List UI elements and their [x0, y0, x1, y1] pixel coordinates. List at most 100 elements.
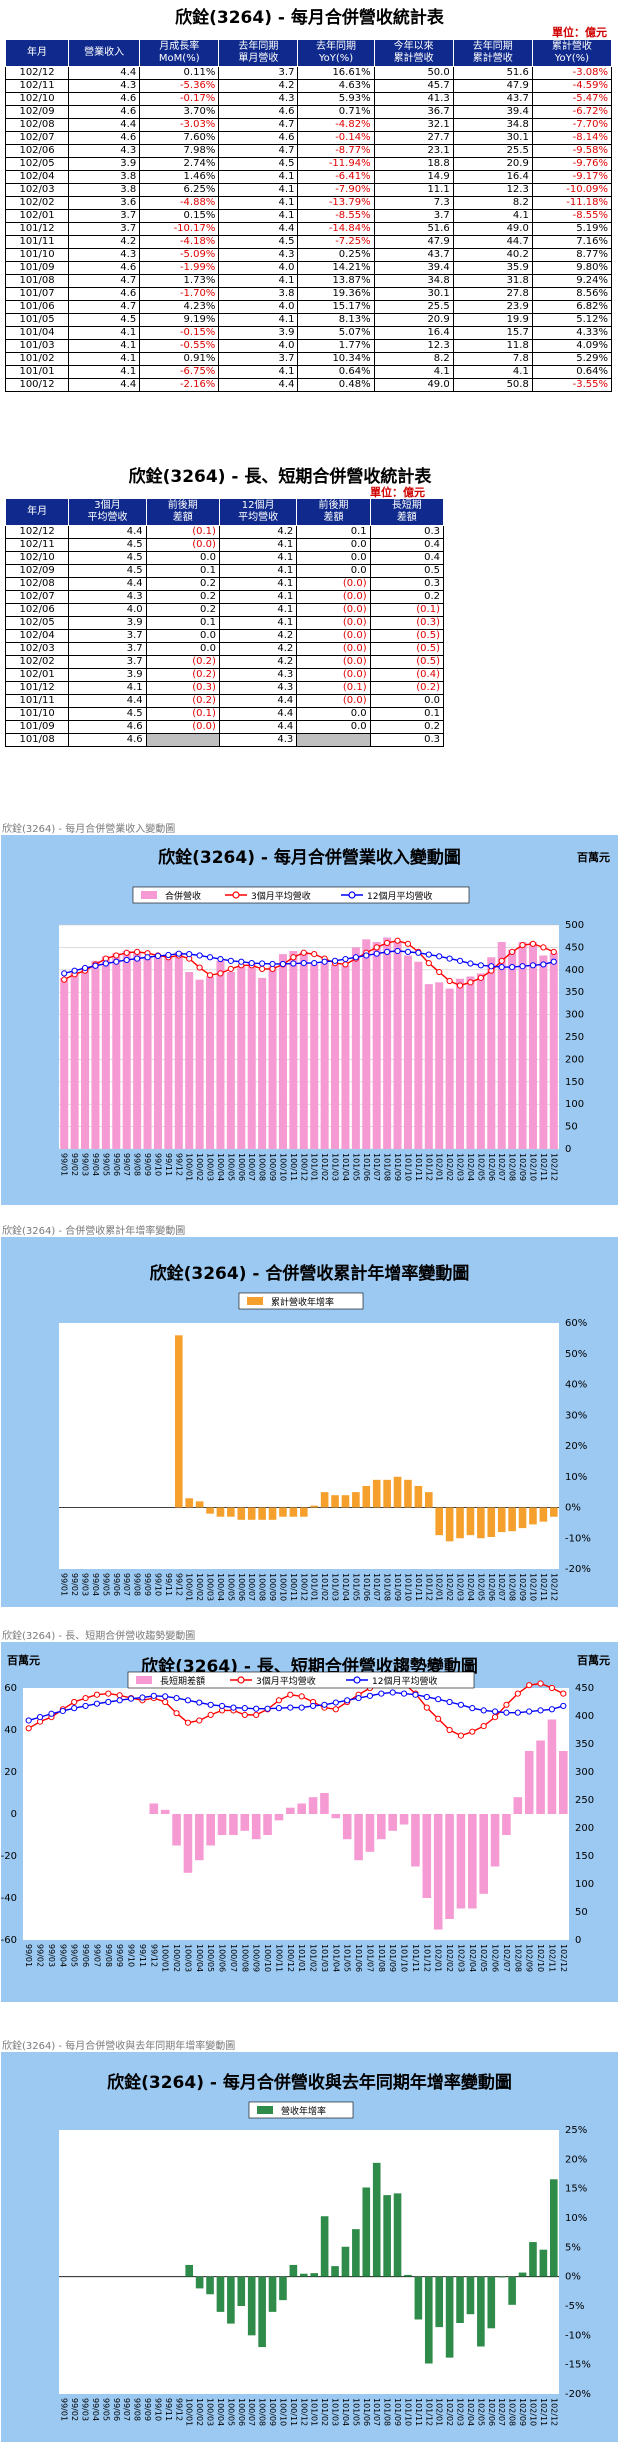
table-cell: 3.7	[218, 352, 299, 366]
x-tick-label: 101/06	[362, 2398, 371, 2426]
x-tick-label: 102/01	[435, 1573, 444, 1601]
revenue-bar	[403, 955, 412, 1149]
avg3m-point	[134, 948, 141, 955]
table-cell: 0.2	[369, 590, 445, 604]
avg12m-point	[154, 952, 162, 960]
x-tick-label: 100/11	[289, 2398, 298, 2426]
table-cell: -9.76%	[531, 157, 613, 171]
table-row: 102/11 4.3 -5.36% 4.2 4.63% 45.7 47.9 -4.59%	[4, 79, 613, 93]
x-tick-label: 101/08	[383, 1153, 392, 1181]
x-tick-label: 102/12	[549, 1153, 558, 1181]
y-tick-label: 40	[4, 1725, 17, 1736]
avg3m-point	[332, 1706, 339, 1713]
table-cell: 4.4	[68, 694, 147, 708]
table-cell	[145, 733, 220, 747]
table-cell: 13.87%	[297, 274, 375, 288]
cumulative-yoy-bar	[268, 1507, 277, 1520]
table-cell: 49.0	[452, 222, 533, 236]
cumulative-yoy-bar	[362, 1485, 371, 1508]
table-cell: 4.3	[218, 248, 299, 262]
table-cell: 20.9	[373, 313, 454, 327]
table-cell-month: 102/06	[4, 603, 70, 617]
y-tick-label: 150	[565, 1077, 584, 1088]
avg3m-point	[93, 1691, 101, 1698]
table-cell: (0.2)	[145, 694, 220, 708]
table-cell: (0.1)	[145, 707, 220, 721]
x-tick-label: 101/09	[393, 1573, 402, 1601]
gap-bar	[377, 1814, 386, 1840]
gap-bar	[229, 1814, 238, 1835]
x-tick-label: 100/10	[263, 1944, 272, 1972]
cumulative-yoy-bar	[185, 1498, 194, 1508]
avg12m-point	[279, 960, 287, 968]
x-tick-label: 100/09	[268, 2398, 277, 2426]
table-cell: -5.09%	[139, 248, 220, 262]
yoy-bar	[331, 2266, 339, 2277]
x-tick-label: 102/06	[487, 1153, 496, 1181]
table-cell: 4.1	[218, 183, 299, 197]
table-cell: 4.1	[218, 313, 299, 327]
table-cell: 8.2	[373, 352, 454, 366]
x-tick-label: 100/03	[206, 1153, 215, 1181]
table-cell: 8.2	[452, 196, 533, 210]
x-tick-label: 101/01	[310, 1153, 319, 1181]
x-tick-label: 99/01	[60, 1573, 69, 1596]
revenue-bar	[487, 957, 496, 1149]
y-tick-label: 50%	[565, 1349, 587, 1360]
avg12m-point	[150, 1692, 157, 1699]
table-cell-month: 101/06	[4, 300, 70, 314]
yoy-bar	[404, 2274, 412, 2277]
x-tick-label: 99/10	[153, 1573, 162, 1596]
avg3m-point	[373, 944, 380, 951]
x-tick-label: 100/11	[274, 1944, 283, 1972]
avg12m-point	[378, 1690, 385, 1697]
cumulative-yoy-bar	[518, 1507, 527, 1529]
y-tick-label: 250	[575, 1795, 594, 1806]
table-cell: 4.3	[218, 733, 298, 747]
avg12m-point	[241, 1705, 248, 1712]
revenue-bar	[216, 960, 225, 1149]
cumulative-yoy-bar	[404, 1479, 412, 1508]
table-cell-month: 102/04	[4, 170, 70, 184]
cumulative-yoy-bar	[206, 1507, 214, 1514]
x-tick-label: 102/05	[479, 1944, 488, 1972]
legend-marker	[237, 1676, 245, 1684]
x-tick-label: 100/01	[185, 2398, 194, 2426]
x-tick-label: 101/07	[365, 1944, 374, 1972]
x-tick-label: 101/07	[372, 1573, 381, 1601]
table-row: 102/08 4.4 -3.03% 4.7 -4.82% 32.1 34.8 -7.70%	[4, 118, 613, 132]
table-cell: 5.93%	[297, 92, 375, 106]
x-tick-label: 102/03	[456, 1944, 465, 1972]
table-cell: 12.3	[452, 183, 533, 197]
avg12m-point	[469, 1705, 476, 1712]
y-tick-label: 500	[565, 920, 584, 931]
table-cell: 4.1	[218, 603, 298, 617]
table-cell: 3.8	[68, 170, 141, 184]
revenue-bar	[81, 967, 90, 1149]
x-tick-label: 101/05	[351, 1573, 360, 1601]
x-tick-label: 99/11	[164, 1573, 173, 1596]
table-cell-month: 102/09	[4, 564, 70, 578]
cumulative-yoy-bar	[227, 1507, 235, 1517]
table-cell: 39.4	[452, 105, 533, 119]
table-cell: 4.3	[68, 248, 141, 262]
table-cell: 4.2	[68, 235, 141, 249]
cumulative-yoy-bar	[372, 1479, 381, 1508]
avg3m-point	[275, 1697, 283, 1704]
y-tick-label: 60%	[565, 1318, 587, 1329]
table2-header-5: 長短期 差額	[369, 498, 445, 526]
table-cell: 4.1	[68, 352, 141, 366]
table-cell: 16.4	[452, 170, 533, 184]
yoy-bar	[341, 2246, 350, 2277]
x-tick-label: 100/06	[237, 2398, 246, 2426]
x-tick-label: 102/07	[497, 1573, 506, 1601]
avg3m-point	[509, 948, 516, 955]
gap-bar	[547, 1719, 557, 1814]
chart1-title: 欣銓(3264) - 每月合併營業收入變動圖	[158, 848, 461, 868]
table-cell: 7.98%	[139, 144, 220, 158]
table-cell: 4.5	[218, 235, 299, 249]
x-tick-label: 100/09	[268, 1153, 277, 1181]
table-cell: 4.4	[218, 378, 299, 392]
table-cell: 4.0	[218, 300, 299, 314]
table-row: 102/02 3.6 -4.88% 4.1 -13.79% 7.3 8.2 -11.18%	[4, 196, 613, 210]
